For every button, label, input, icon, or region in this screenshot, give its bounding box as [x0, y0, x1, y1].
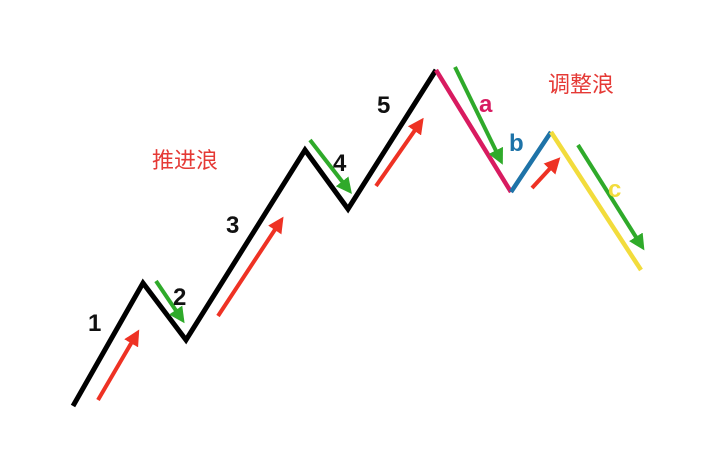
wave-label-a: a — [479, 91, 493, 118]
wave-label-2: 2 — [173, 284, 186, 311]
wave-label-4: 4 — [333, 150, 347, 177]
wave-c-line — [549, 130, 643, 272]
wave-a-line — [434, 68, 513, 194]
corrective-wave-label: 调整浪 — [548, 73, 614, 98]
wave-label-b: b — [509, 130, 524, 157]
impulse-wave-label: 推进浪 — [152, 149, 218, 174]
wave-label-3: 3 — [226, 212, 239, 239]
impulse-wave-line — [70, 68, 439, 408]
arrow-down-wave-4 — [308, 138, 352, 195]
arrow-up-wave-3 — [216, 216, 284, 318]
wave-label-c: c — [608, 176, 621, 203]
arrow-down-wave-2 — [154, 279, 185, 324]
wave-b-line — [509, 130, 553, 194]
arrow-down-wave-c — [576, 143, 645, 251]
arrow-up-wave-5 — [374, 117, 424, 188]
arrow-down-wave-a — [453, 66, 503, 165]
arrow-up-wave-b — [530, 157, 561, 190]
wave-label-1: 1 — [88, 310, 101, 337]
arrow-up-wave-1 — [96, 329, 140, 402]
wave-label-5: 5 — [377, 92, 390, 119]
